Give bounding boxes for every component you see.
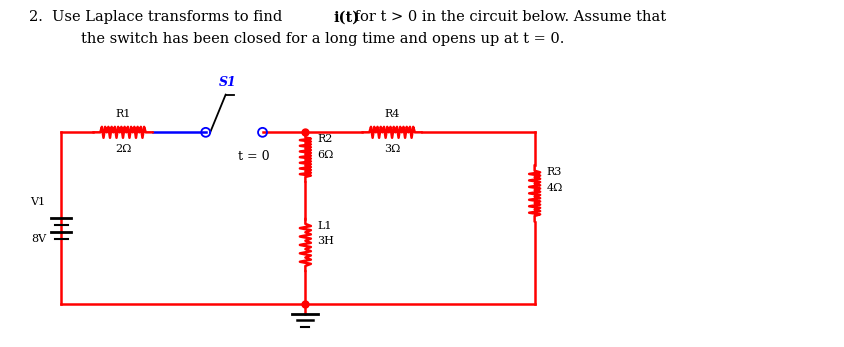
Text: 8V: 8V — [32, 234, 46, 244]
Text: 2.  Use Laplace transforms to find: 2. Use Laplace transforms to find — [30, 10, 287, 24]
Text: R1: R1 — [115, 109, 131, 119]
Text: 4Ω: 4Ω — [546, 183, 562, 193]
Text: R2: R2 — [317, 134, 333, 144]
Text: t = 0: t = 0 — [237, 150, 269, 163]
Text: R3: R3 — [546, 167, 561, 177]
Text: 3Ω: 3Ω — [383, 144, 400, 154]
Text: L1: L1 — [317, 221, 332, 231]
Text: 3H: 3H — [317, 237, 334, 246]
Text: the switch has been closed for a long time and opens up at t = 0.: the switch has been closed for a long ti… — [81, 32, 564, 46]
Text: S1: S1 — [219, 76, 236, 89]
Text: V1: V1 — [30, 197, 45, 207]
Text: 2Ω: 2Ω — [115, 144, 131, 154]
Text: R4: R4 — [384, 109, 399, 119]
Text: i(t): i(t) — [333, 10, 359, 24]
Text: 6Ω: 6Ω — [317, 150, 333, 160]
Text: for t > 0 in the circuit below. Assume that: for t > 0 in the circuit below. Assume t… — [349, 10, 666, 24]
